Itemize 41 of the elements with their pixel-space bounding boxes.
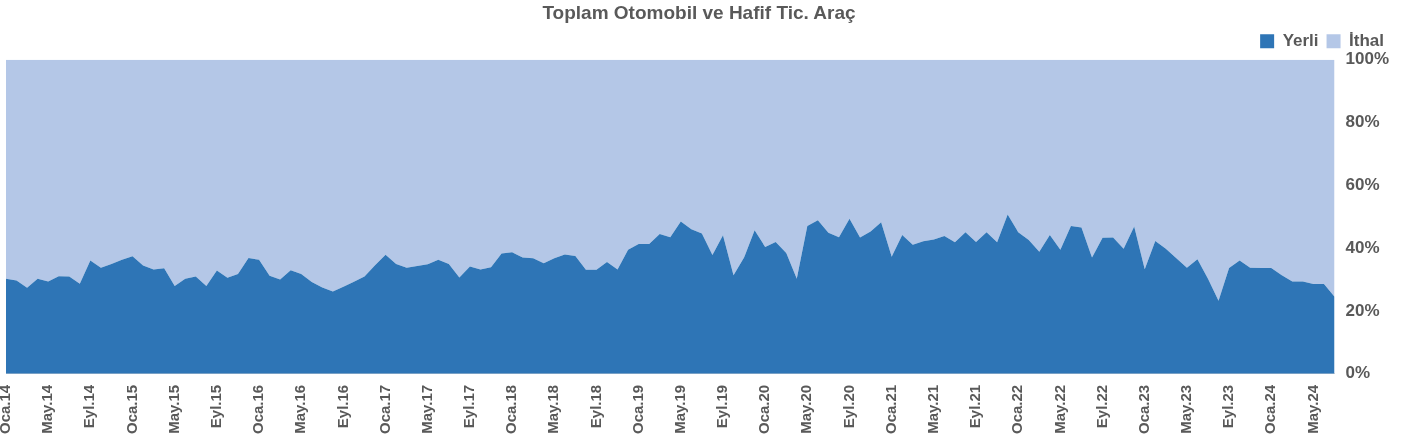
x-tick-label: Oca.21 <box>881 384 899 435</box>
x-tick-label: Eyl.14 <box>80 384 98 429</box>
x-tick-label: Eyl.21 <box>966 384 984 429</box>
x-tick-label: May.20 <box>797 384 815 434</box>
x-tick-label: May.19 <box>670 384 688 434</box>
legend-label: İthal <box>1349 30 1385 50</box>
x-tick-label: Eyl.15 <box>207 384 225 429</box>
x-tick-label: May.22 <box>1050 384 1068 434</box>
x-tick-label: Oca.18 <box>502 384 520 435</box>
x-tick-label: May.21 <box>924 384 941 434</box>
x-tick-label: May.24 <box>1303 384 1321 434</box>
x-tick-label: Eyl.16 <box>333 384 351 429</box>
x-tick-label: May.15 <box>164 384 182 434</box>
x-tick-label: Oca.22 <box>1008 384 1026 435</box>
chart-title: Toplam Otomobil ve Hafif Tic. Araç <box>542 1 857 23</box>
y-tick-label: 20% <box>1345 300 1380 320</box>
x-tick-label: Oca.17 <box>375 384 393 435</box>
x-tick-label: May.18 <box>544 384 562 434</box>
x-tick-label: Eyl.23 <box>1219 384 1237 429</box>
x-tick-label: May.16 <box>291 384 309 434</box>
x-tick-label: Oca.23 <box>1134 384 1152 435</box>
x-tick-label: Oca.19 <box>628 384 646 435</box>
x-tick-label: May.23 <box>1177 384 1195 434</box>
x-tick-label: Oca.14 <box>0 384 14 435</box>
x-tick-label: Oca.24 <box>1261 384 1279 435</box>
y-tick-label: 80% <box>1345 112 1380 132</box>
y-tick-label: 100% <box>1345 49 1389 69</box>
x-tick-label: Oca.16 <box>249 384 267 435</box>
y-tick-label: 40% <box>1345 237 1380 257</box>
x-tick-label: May.14 <box>38 384 56 434</box>
x-tick-label: Eyl.19 <box>713 384 731 429</box>
y-tick-label: 60% <box>1345 175 1380 195</box>
x-tick-label: Eyl.20 <box>839 384 857 429</box>
x-tick-label: May.17 <box>417 384 435 434</box>
y-tick-label: 0% <box>1345 363 1371 383</box>
x-tick-label: Eyl.17 <box>460 384 478 429</box>
x-tick-label: Oca.15 <box>122 384 140 435</box>
x-tick-label: Oca.20 <box>755 384 773 435</box>
x-tick-label: Eyl.22 <box>1092 384 1110 429</box>
legend-label: Yerli <box>1282 30 1319 50</box>
x-tick-label: Eyl.18 <box>586 384 604 429</box>
